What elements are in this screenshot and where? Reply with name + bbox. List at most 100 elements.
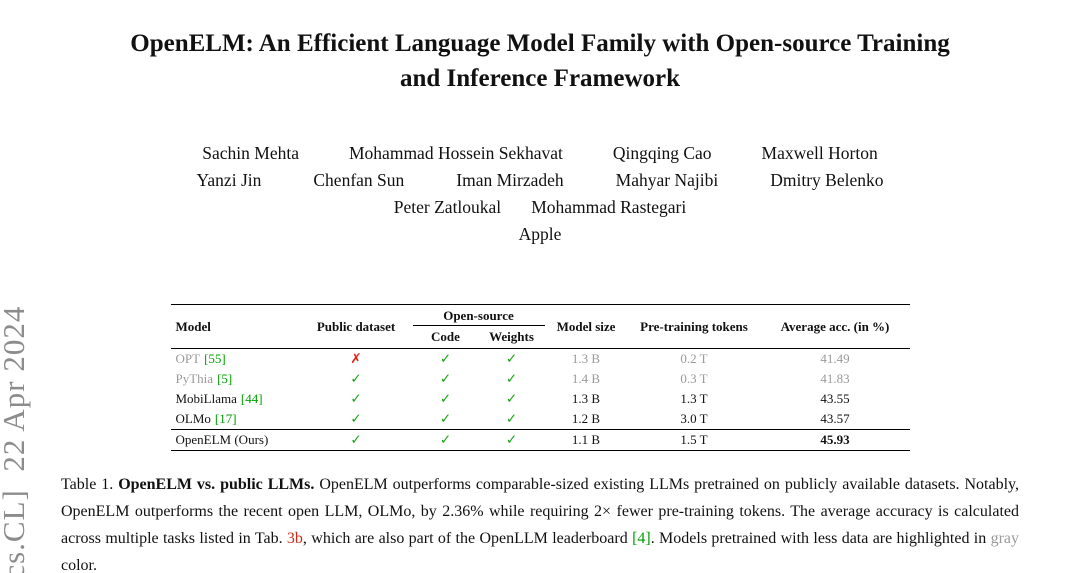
code-cell: ✓ xyxy=(413,430,479,451)
model-name: OLMo xyxy=(175,411,211,426)
model-name: MobiLlama xyxy=(175,391,237,406)
model-size-cell: 1.1 B xyxy=(571,432,601,447)
author-name: Iman Mirzadeh xyxy=(456,170,564,190)
model-size-cell: 1.3 B xyxy=(571,351,601,366)
paper-title-line-2: and Inference Framework xyxy=(399,65,681,92)
author-line-3: Peter Zatloukal Mohammad Rastegari xyxy=(0,194,1080,221)
tokens-cell: 1.3 T xyxy=(680,391,708,406)
arxiv-watermark: [cs.CL] 22 Apr 2024 xyxy=(0,305,31,573)
tokens-cell: 1.5 T xyxy=(680,432,708,447)
table-row: MobiLlama [44] ✓ ✓ ✓ 1.3 B 1.3 T 43.55 xyxy=(171,389,910,409)
author-name: Sachin Mehta xyxy=(202,143,299,163)
code-cell: ✓ xyxy=(413,349,479,370)
col-header-public-dataset: Public dataset xyxy=(316,318,396,334)
col-header-code: Code xyxy=(431,329,460,344)
tokens-cell: 0.3 T xyxy=(680,371,708,386)
availability-mark-icon: ✓ xyxy=(350,391,362,406)
author-name: Mohammad Hossein Sekhavat xyxy=(349,143,563,163)
code-cell: ✓ xyxy=(413,409,479,430)
caption-bold-title: OpenELM vs. public LLMs. xyxy=(118,476,315,493)
citation-link[interactable]: [17] xyxy=(214,411,237,426)
col-header-weights: Weights xyxy=(489,329,534,344)
availability-mark-icon: ✗ xyxy=(350,351,362,366)
paper-title: OpenELM: An Efficient Language Model Fam… xyxy=(50,26,1030,96)
caption-text: . Models pretrained with less data are h… xyxy=(650,530,991,547)
public-dataset-cell: ✗ xyxy=(300,349,413,370)
availability-mark-icon: ✓ xyxy=(505,432,518,447)
weights-cell: ✓ xyxy=(479,369,545,389)
author-name: Dmitry Belenko xyxy=(770,170,884,190)
weights-cell: ✓ xyxy=(479,349,545,370)
weights-cell: ✓ xyxy=(479,430,545,451)
code-cell: ✓ xyxy=(413,369,479,389)
author-line-2: Yanzi Jin Chenfan Sun Iman Mirzadeh Mahyar … xyxy=(0,167,1080,194)
accuracy-cell: 41.83 xyxy=(820,371,850,386)
availability-mark-icon: ✓ xyxy=(505,371,518,386)
public-dataset-cell: ✓ xyxy=(300,389,413,409)
caption-text: OpenELM outperforms comparable-sized exi… xyxy=(61,476,1019,547)
affiliation-line: Apple xyxy=(0,221,1080,248)
citation-link[interactable]: [4] xyxy=(632,530,651,547)
weights-cell: ✓ xyxy=(479,409,545,430)
availability-mark-icon: ✓ xyxy=(439,411,452,426)
col-header-model: Model xyxy=(175,318,211,334)
author-name: Peter Zatloukal xyxy=(393,197,502,217)
model-name: OpenELM (Ours) xyxy=(175,432,269,447)
citation-link[interactable]: [44] xyxy=(240,391,263,406)
col-header-open-source: Open-source xyxy=(412,304,545,326)
availability-mark-icon: ✓ xyxy=(439,391,452,406)
tokens-cell: 3.0 T xyxy=(680,411,708,426)
caption-text: color. xyxy=(61,557,97,573)
availability-mark-icon: ✓ xyxy=(505,351,518,366)
availability-mark-icon: ✓ xyxy=(439,351,452,366)
model-size-cell: 1.3 B xyxy=(571,391,601,406)
col-header-average-acc: Average acc. (in %) xyxy=(780,318,890,334)
author-name: Qingqing Cao xyxy=(612,143,712,163)
accuracy-cell: 41.49 xyxy=(820,351,850,366)
table-ref-link[interactable]: 3b xyxy=(286,530,303,547)
col-header-pretraining-tokens: Pre-training tokens xyxy=(640,318,748,334)
code-cell: ✓ xyxy=(413,389,479,409)
public-dataset-cell: ✓ xyxy=(300,369,413,389)
availability-mark-icon: ✓ xyxy=(505,411,518,426)
accuracy-cell: 45.93 xyxy=(820,432,850,447)
author-name: Yanzi Jin xyxy=(196,170,262,190)
model-name: PyThia xyxy=(175,371,214,386)
model-size-cell: 1.2 B xyxy=(571,411,601,426)
accuracy-cell: 43.55 xyxy=(820,391,850,406)
paper-page: [cs.CL] 22 Apr 2024 OpenELM: An Efficien… xyxy=(0,26,1080,573)
paper-title-line-1: OpenELM: An Efficient Language Model Fam… xyxy=(130,30,950,57)
public-dataset-cell: ✓ xyxy=(300,409,413,430)
availability-mark-icon: ✓ xyxy=(439,371,452,386)
author-name: Chenfan Sun xyxy=(313,170,405,190)
results-table: Model Public dataset Open-source Model s… xyxy=(170,304,910,451)
weights-cell: ✓ xyxy=(479,389,545,409)
availability-mark-icon: ✓ xyxy=(350,371,362,386)
table-header: Model Public dataset Open-source Model s… xyxy=(170,304,910,349)
table-caption: Table 1. OpenELM vs. public LLMs. OpenEL… xyxy=(61,471,1019,573)
author-line-1: Sachin Mehta Mohammad Hossein Sekhavat Qin… xyxy=(0,140,1080,167)
availability-mark-icon: ✓ xyxy=(439,432,452,447)
author-name: Mahyar Najibi xyxy=(615,170,719,190)
affiliation: Apple xyxy=(518,224,562,244)
public-dataset-cell: ✓ xyxy=(300,430,413,451)
gray-note: gray xyxy=(990,530,1020,547)
availability-mark-icon: ✓ xyxy=(505,391,518,406)
author-name: Maxwell Horton xyxy=(761,143,878,163)
table-row: OLMo [17] ✓ ✓ ✓ 1.2 B 3.0 T 43.57 xyxy=(171,409,910,430)
table-row: OPT [55] ✗ ✓ ✓ 1.3 B 0.2 T 41.49 xyxy=(171,349,910,370)
table-row: PyThia [5] ✓ ✓ ✓ 1.4 B 0.3 T 41.83 xyxy=(171,369,910,389)
author-name: Mohammad Rastegari xyxy=(531,197,687,217)
availability-mark-icon: ✓ xyxy=(350,411,362,426)
table-row: OpenELM (Ours) ✓ ✓ ✓ 1.1 B 1.5 T 45.93 xyxy=(170,429,910,451)
caption-text: , which are also part of the OpenLLM lea… xyxy=(302,530,633,547)
citation-link[interactable]: [55] xyxy=(204,351,226,366)
accuracy-cell: 43.57 xyxy=(820,411,850,426)
col-header-model-size: Model size xyxy=(556,318,616,334)
model-name: OPT xyxy=(175,351,201,366)
citation-link[interactable]: [5] xyxy=(217,371,233,386)
availability-mark-icon: ✓ xyxy=(350,432,362,447)
tokens-cell: 0.2 T xyxy=(680,351,708,366)
caption-label: Table 1. xyxy=(61,476,119,493)
author-block: Sachin Mehta Mohammad Hossein Sekhavat Qin… xyxy=(0,140,1080,248)
